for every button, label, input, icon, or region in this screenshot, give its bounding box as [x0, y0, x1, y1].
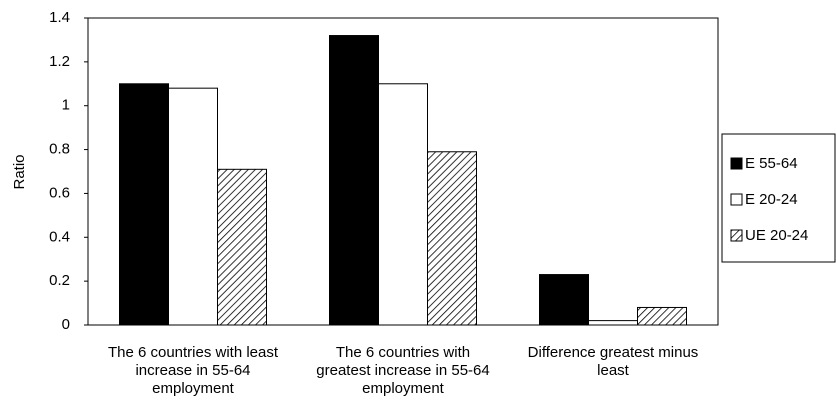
bar [168, 87, 218, 326]
bar [378, 83, 428, 326]
y-tick-label: 1.2 [49, 53, 70, 70]
y-tick-label: 0.8 [49, 141, 70, 158]
legend-swatch [730, 157, 743, 170]
bar [539, 274, 589, 326]
bar [119, 83, 169, 326]
x-tick-label: The 6 countries with least increase in 5… [107, 344, 279, 397]
y-axis-title: Ratio [11, 154, 28, 189]
y-tick-label: 0.6 [49, 184, 70, 201]
bar [329, 35, 379, 326]
legend-label: UE 20-24 [745, 227, 808, 244]
legend-swatch [730, 193, 743, 206]
bar [427, 151, 477, 326]
y-tick-label: 0.4 [49, 228, 70, 245]
y-tick-label: 1.4 [49, 9, 70, 26]
x-tick-label: The 6 countries with greatest increase i… [316, 344, 490, 397]
bar [637, 306, 687, 326]
bar [217, 168, 267, 326]
legend-label: E 55-64 [745, 155, 798, 172]
y-tick-label: 0 [62, 316, 70, 333]
bar [588, 320, 638, 326]
legend-swatch [730, 229, 743, 242]
x-tick-label: Difference greatest minus least [527, 344, 699, 379]
y-tick-label: 1 [62, 97, 70, 114]
legend-label: E 20-24 [745, 191, 798, 208]
y-tick-label: 0.2 [49, 272, 70, 289]
